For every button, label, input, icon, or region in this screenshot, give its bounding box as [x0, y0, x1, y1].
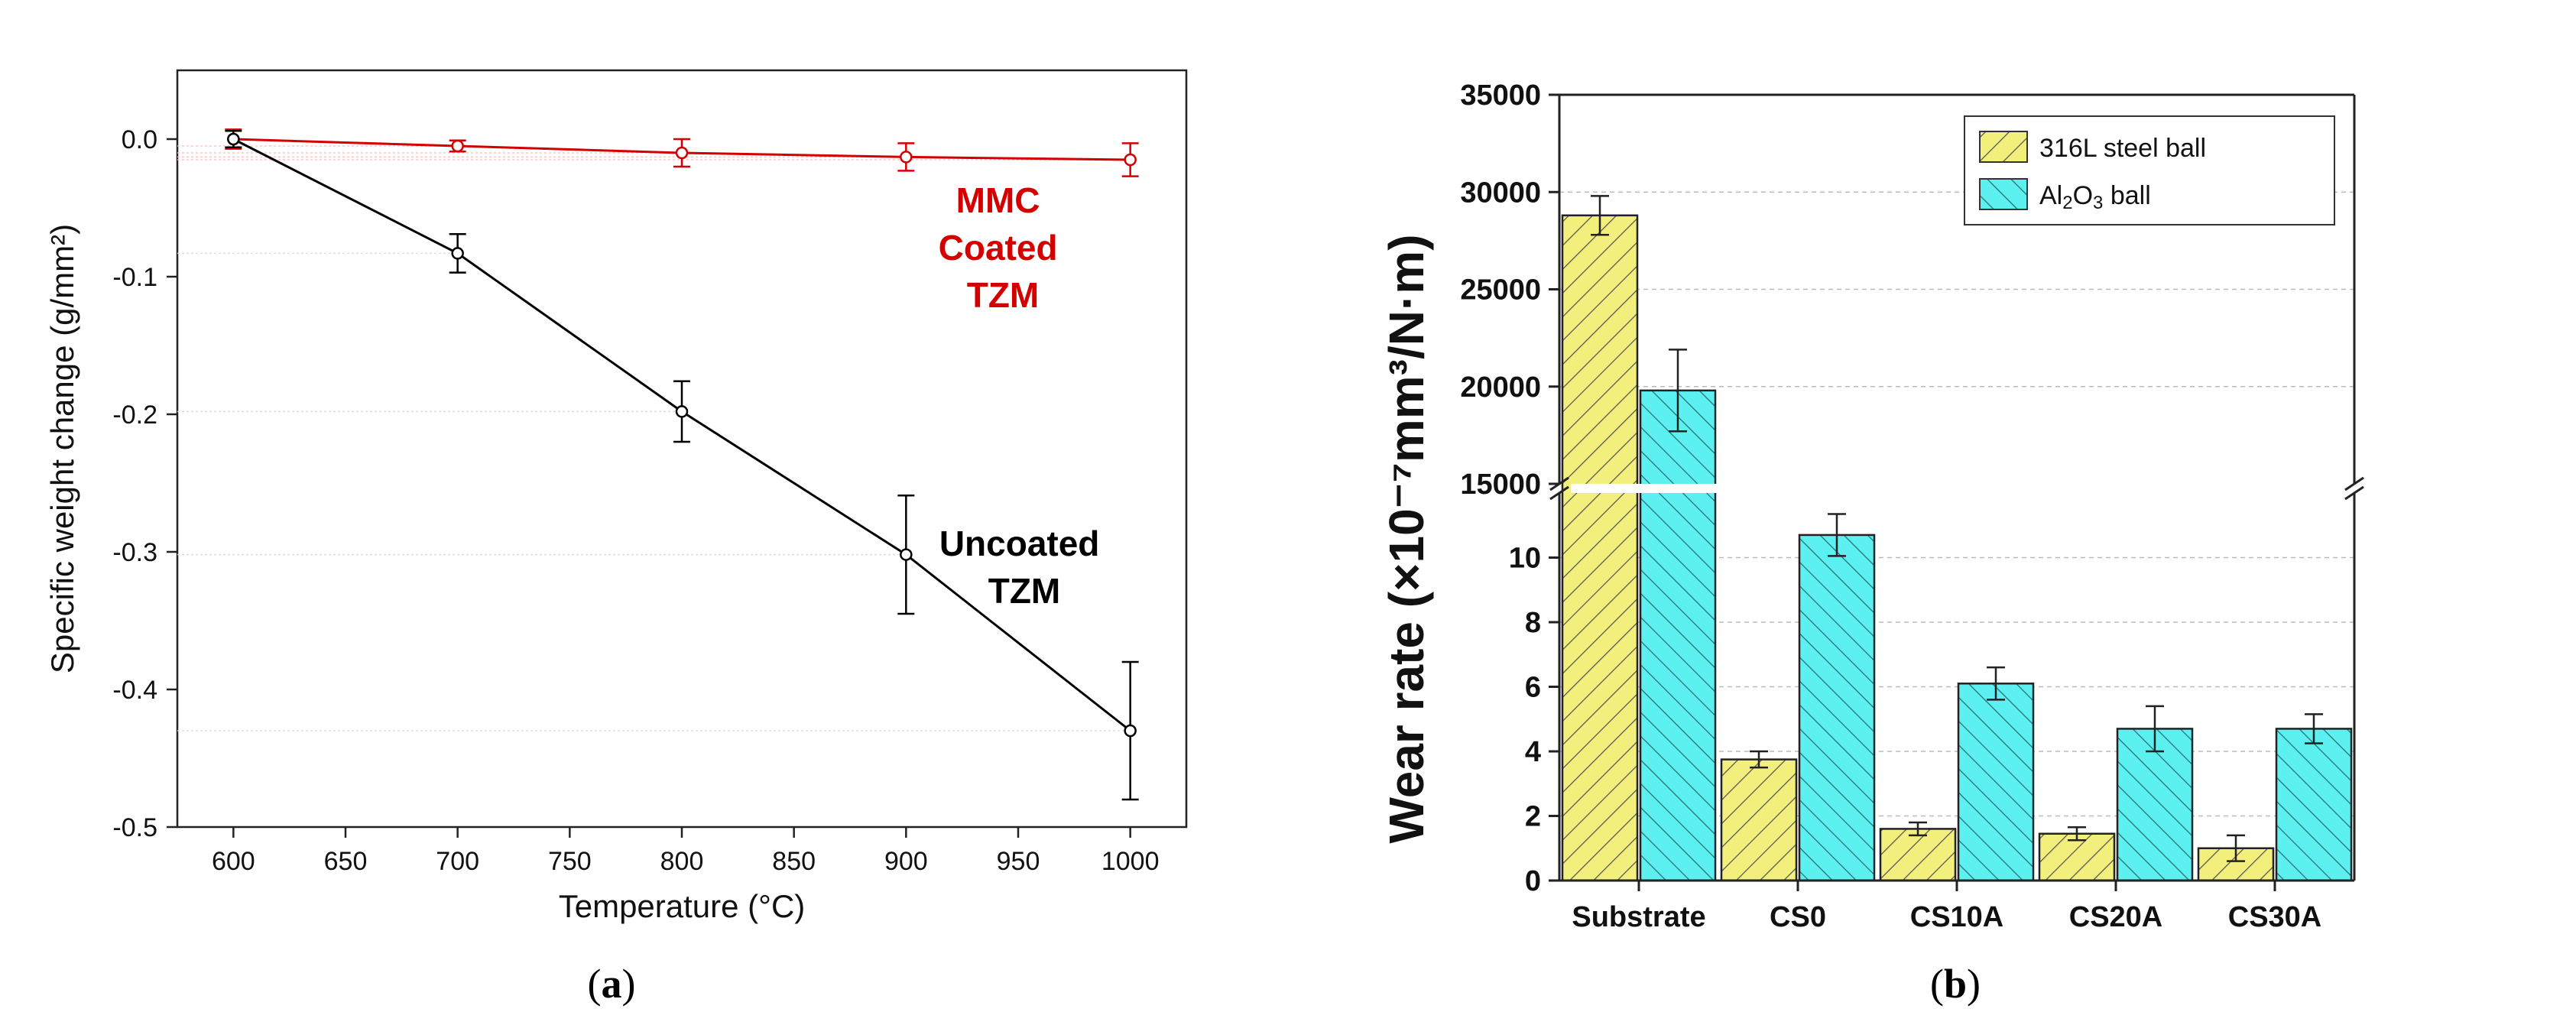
y-tick-label: 10	[1509, 543, 1541, 575]
plot-a-ticks: 600 650 700 750 800 850 900 950 1000 0.0 -0.1 -0.2 -…	[112, 125, 1159, 876]
panel-b: Substrate CS0 CS10A CS20A CS30A 15000 20000 250…	[1379, 79, 2364, 1007]
x-tick-label: Substrate	[1572, 901, 1705, 933]
series-label-uncoated: Uncoated TZM	[939, 524, 1109, 611]
break-mark	[2344, 485, 2364, 501]
x-tick-label: 1000	[1101, 847, 1160, 876]
x-tick-label: 950	[997, 847, 1040, 876]
plot-b-gridlines	[1559, 191, 2354, 817]
data-point-mmc	[451, 139, 464, 153]
y-tick-label: 20000	[1460, 371, 1541, 404]
panel-a: 600 650 700 750 800 850 900 950 1000 0.0 -0.1 -0.2 -…	[44, 69, 1188, 1007]
legend-swatch-al2o3	[1979, 178, 2028, 210]
y-tick-label: 35000	[1460, 79, 1541, 112]
x-tick-label: 600	[212, 847, 255, 876]
x-tick-label: CS20A	[2069, 901, 2163, 933]
y-tick-label: 30000	[1460, 177, 1541, 209]
plot-a-xlabel: Temperature (°C)	[559, 888, 806, 924]
data-point-mmc	[675, 146, 689, 160]
x-tick-label: 750	[548, 847, 592, 876]
x-tick-label: 650	[324, 847, 368, 876]
y-tick-label: 6	[1525, 672, 1541, 704]
bar-al2o3	[1639, 389, 1717, 882]
plot-a-guides	[177, 145, 1131, 731]
bar-al2o3	[2275, 728, 2353, 882]
y-tick-label: 25000	[1460, 274, 1541, 307]
bar-al2o3	[1798, 534, 1876, 882]
legend: 316L steel ball Al2O3 ball	[1964, 115, 2335, 225]
legend-swatch-steel	[1979, 131, 2028, 163]
y-tick-label: -0.1	[112, 263, 157, 292]
bar-steel	[1720, 758, 1798, 882]
data-point-uncoated	[1124, 724, 1137, 738]
plot-b-ylabel: Wear rate (×10⁻⁷mm³/N·m)	[1379, 234, 1434, 843]
break-mark	[2344, 476, 2364, 491]
x-tick-label: CS30A	[2228, 901, 2322, 933]
x-tick-label: 700	[436, 847, 479, 876]
series-label-mmc: MMC Coated TZM	[939, 180, 1068, 315]
legend-label-al2o3: Al2O3 ball	[2039, 181, 2151, 213]
y-tick-label: 8	[1525, 607, 1541, 639]
bar-steel	[1879, 828, 1957, 882]
y-tick-label: -0.5	[112, 813, 157, 842]
y-tick-label: 15000	[1460, 469, 1541, 501]
data-point-uncoated	[451, 247, 464, 260]
break-mark	[1549, 485, 1569, 501]
x-tick-label: 900	[884, 847, 928, 876]
x-tick-label: 800	[660, 847, 704, 876]
data-point-mmc	[900, 151, 913, 164]
y-tick-label: 2	[1525, 801, 1541, 833]
caption-a: (a)	[588, 961, 636, 1007]
data-point-uncoated	[900, 548, 913, 561]
y-tick-label: 4	[1525, 736, 1541, 768]
y-tick-label: 0	[1525, 865, 1541, 897]
caption-b: (b)	[1930, 961, 1981, 1007]
x-tick-label: CS0	[1770, 901, 1826, 933]
data-point-mmc	[1124, 153, 1137, 167]
bar-al2o3	[1957, 683, 2035, 882]
y-tick-label: -0.4	[112, 676, 157, 705]
x-tick-label: CS10A	[1910, 901, 2004, 933]
y-tick-label: -0.3	[112, 538, 157, 567]
data-point-uncoated	[227, 132, 240, 146]
legend-label-steel: 316L steel ball	[2039, 134, 2206, 163]
axis-break-gap	[1571, 484, 2343, 493]
plot-b-bars	[1561, 195, 2353, 882]
plot-a-ylabel: Specific weight change (g/mm²)	[44, 224, 80, 673]
plot-a-series	[225, 128, 1139, 801]
data-point-uncoated	[675, 405, 689, 418]
y-tick-label: -0.2	[112, 401, 157, 430]
bar-steel	[1561, 214, 1639, 882]
plot-b-ticks: Substrate CS0 CS10A CS20A CS30A 15000 20000 250…	[1460, 79, 2321, 933]
y-tick-label: 0.0	[122, 125, 157, 154]
x-tick-label: 850	[772, 847, 816, 876]
